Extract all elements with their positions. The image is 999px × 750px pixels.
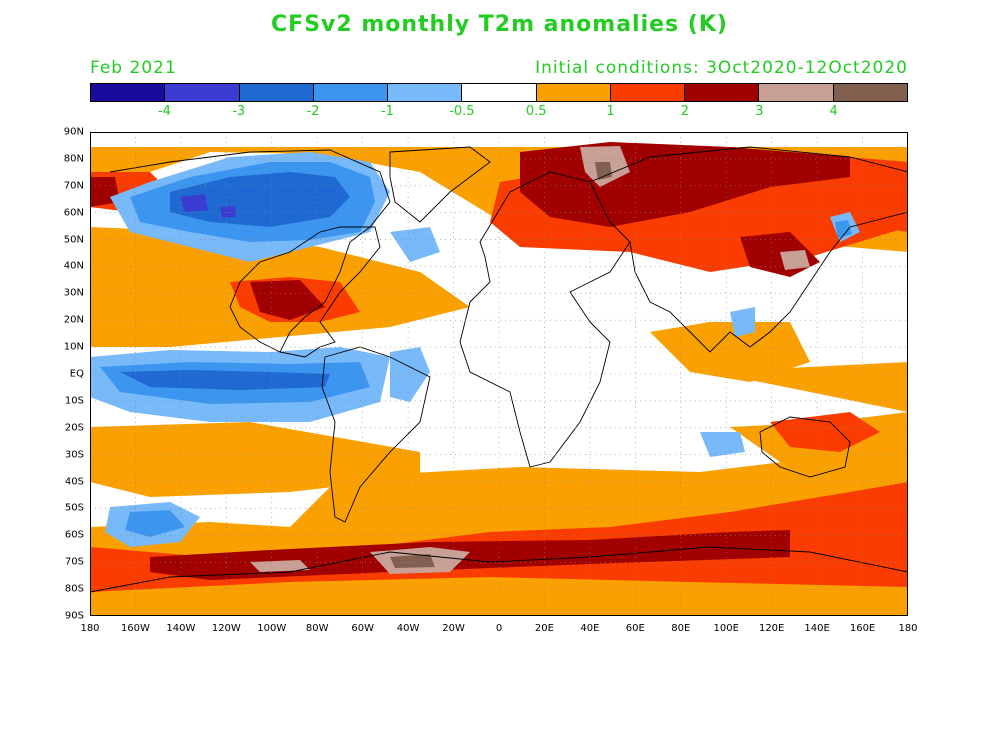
colorbar-label: -3 <box>232 104 246 119</box>
colorbar-swatch <box>536 84 611 101</box>
latitude-tick-label: 90N <box>63 126 84 138</box>
colorbar-label: -0.5 <box>449 104 475 119</box>
peak-warm-anomalies <box>390 162 612 568</box>
colorbar-swatch <box>239 84 314 101</box>
forecast-month: Feb 2021 <box>90 58 177 78</box>
longitude-tick-label: 100W <box>257 623 287 634</box>
latitude-tick-label: 90S <box>64 610 84 622</box>
longitude-tick-label: 180 <box>80 623 100 634</box>
latitude-tick-label: 60S <box>64 529 84 541</box>
longitude-tick-label: 80E <box>671 623 691 634</box>
longitude-tick-label: 160W <box>120 623 150 634</box>
longitude-tick-label: 20W <box>442 623 465 634</box>
longitude-tick-label: 0 <box>495 623 503 634</box>
colorbar-swatch <box>165 84 240 101</box>
latitude-tick-label: 50S <box>64 502 84 514</box>
longitude-tick-label: 160E <box>849 623 876 634</box>
colorbar-label: 0.5 <box>525 104 547 119</box>
longitude-tick-label: 140W <box>166 623 196 634</box>
colorbar-swatch <box>313 84 389 101</box>
latitude-tick-label: 30N <box>63 287 84 299</box>
colorbar-swatch <box>759 84 834 101</box>
latitude-tick-label: 40S <box>64 476 84 488</box>
asia-outline <box>589 146 908 353</box>
longitude-tick-label: 80W <box>305 623 329 634</box>
longitude-tick-label: 60E <box>625 623 645 634</box>
latitude-tick-label: EQ <box>69 368 84 380</box>
latitude-tick-label: 10N <box>63 341 84 353</box>
colorbar-swatch <box>91 84 166 101</box>
colorbar-label: 4 <box>829 104 838 119</box>
latitude-tick-label: 20S <box>64 422 84 434</box>
latitude-tick-label: 60N <box>63 207 84 219</box>
south-america-outline <box>321 346 431 523</box>
colorbar-label: -2 <box>306 104 320 119</box>
very-strong-cool-anomalies <box>180 194 236 218</box>
colorbar-swatch <box>462 84 537 101</box>
latitude-tick-label: 70S <box>64 556 84 568</box>
north-america-outline <box>109 149 391 358</box>
latitude-tick-label: 10S <box>64 395 84 407</box>
colorbar-labels: -4 -3 -2 -1 -0.5 0.5 1 2 3 4 <box>90 104 908 122</box>
initial-conditions: Initial conditions: 3Oct2020-12Oct2020 <box>535 58 908 78</box>
colorbar-swatch <box>388 84 463 101</box>
colorbar-swatch <box>685 84 760 101</box>
longitude-tick-label: 120E <box>758 623 785 634</box>
anomaly-map <box>90 132 908 616</box>
latitude-tick-label: 80N <box>63 153 84 165</box>
map-title: CFSv2 monthly T2m anomalies (K) <box>271 12 728 37</box>
latitude-tick-label: 40N <box>63 260 84 272</box>
longitude-tick-label: 20E <box>534 623 554 634</box>
longitude-tick-label: 180 <box>898 623 918 634</box>
graticule <box>90 132 908 616</box>
colorbar-swatch <box>610 84 686 101</box>
longitude-tick-label: 40W <box>396 623 420 634</box>
longitude-tick-label: 120W <box>211 623 241 634</box>
longitude-tick-label: 40E <box>580 623 600 634</box>
colorbar-label: 1 <box>606 104 615 119</box>
colorbar-label: 2 <box>680 104 690 119</box>
latitude-tick-label: 30S <box>64 449 84 461</box>
australia-outline <box>759 416 851 478</box>
map-frame <box>90 132 908 616</box>
latitude-tick-label: 50N <box>63 234 84 246</box>
latitude-tick-label: 80S <box>64 583 84 595</box>
latitude-tick-label: 70N <box>63 180 84 192</box>
longitude-tick-label: 60W <box>351 623 374 634</box>
latitude-tick-label: 20N <box>63 314 84 326</box>
colorbar-swatch <box>833 84 907 101</box>
longitude-tick-label: 140E <box>804 623 830 634</box>
colorbar <box>90 83 908 102</box>
greenland-outline <box>389 146 491 223</box>
colorbar-label: -4 <box>157 104 171 119</box>
colorbar-label: -1 <box>380 104 394 119</box>
longitude-tick-label: 100E <box>713 623 739 634</box>
colorbar-label: 3 <box>755 104 764 119</box>
